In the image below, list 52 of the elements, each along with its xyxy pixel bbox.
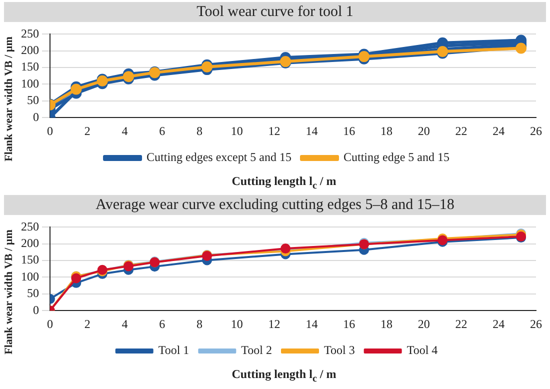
- x-tick-label: 8: [196, 317, 203, 332]
- x-tick-label: 16: [343, 317, 356, 332]
- x-tick-label: 6: [159, 317, 166, 332]
- y-tick-label: 0: [33, 110, 39, 124]
- chart-title: Average wear curve excluding cutting edges 5–8 and 15–18: [4, 195, 546, 216]
- y-tick-label: 100: [21, 270, 39, 284]
- x-tick-label: 4: [122, 124, 128, 138]
- x-tick-label: 2: [84, 124, 90, 138]
- x-tick-label: 20: [418, 124, 430, 138]
- x-tick-label: 14: [306, 317, 318, 332]
- x-tick-label: 26: [530, 317, 542, 332]
- y-tick-label: 200: [21, 236, 39, 250]
- y-tick-label: 150: [21, 253, 39, 268]
- x-tick-label: 18: [380, 317, 392, 332]
- x-axis-title: Cutting length l$_{c}$ / m: [230, 174, 338, 194]
- x-tick-label: 16: [343, 124, 356, 138]
- x-tick-label: 24: [492, 317, 505, 332]
- y-tick-label: 50: [27, 286, 39, 300]
- y-axis-title: Flank wear width VB / µm: [3, 230, 15, 355]
- x-tick-label: 12: [268, 124, 280, 138]
- y-axis-title: Flank wear width VB / µm: [3, 36, 15, 162]
- x-tick-label: 26: [530, 124, 542, 138]
- x-tick-label: 10: [230, 124, 243, 138]
- x-tick-label: 22: [455, 124, 468, 138]
- legend-label: Cutting edge 5 and 15: [343, 150, 450, 164]
- x-tick-label: 0: [47, 124, 53, 138]
- x-tick-label: 2: [84, 317, 90, 332]
- y-tick-label: 50: [27, 93, 39, 108]
- y-tick-label: 250: [21, 26, 39, 40]
- x-axis-title: Cutting length l$_{c}$ / m: [230, 367, 338, 387]
- y-tick-label: 0: [33, 303, 39, 318]
- x-tick-label: 10: [230, 317, 243, 332]
- x-tick-label: 24: [492, 124, 505, 138]
- x-tick-label: 14: [306, 124, 318, 138]
- x-tick-label: 18: [380, 124, 392, 138]
- legend-label: Tool 3: [324, 344, 355, 358]
- y-tick-label: 250: [21, 220, 39, 234]
- y-tick-label: 150: [21, 60, 39, 74]
- legend-label: Tool 4: [406, 344, 438, 358]
- y-tick-label: 200: [21, 43, 39, 58]
- x-tick-label: 8: [196, 124, 203, 138]
- x-tick-label: 4: [122, 317, 128, 332]
- legend-label: Tool 2: [241, 344, 272, 358]
- legend-label: Tool 1: [158, 344, 190, 358]
- x-tick-label: 12: [268, 317, 280, 332]
- x-tick-label: 0: [47, 317, 53, 332]
- chart-title: Tool wear curve for tool 1: [4, 2, 546, 22]
- x-tick-label: 6: [159, 124, 166, 138]
- legend-label: Cutting edges except 5 and 15: [146, 150, 292, 164]
- x-tick-label: 22: [455, 317, 468, 332]
- x-tick-label: 20: [418, 317, 430, 332]
- y-tick-label: 100: [21, 76, 39, 90]
